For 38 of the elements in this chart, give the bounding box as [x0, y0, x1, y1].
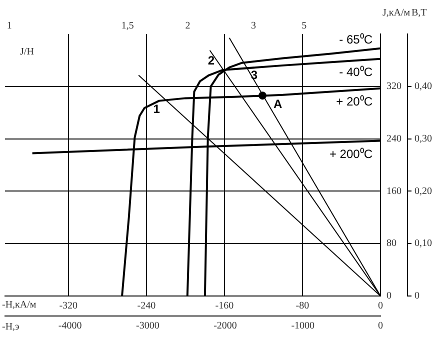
annotation: 2: [208, 53, 215, 68]
y-tick-label: 80: [386, 238, 396, 250]
y-axis-title: J,кА/м: [382, 8, 411, 19]
x2-tick-label: 0: [378, 320, 383, 332]
annotation: 3: [250, 68, 258, 82]
x2-tick-label: -3000: [136, 320, 160, 332]
text: 1,5: [121, 20, 134, 32]
annotation: 1: [153, 102, 160, 116]
x2-tick-label: -1000: [291, 320, 315, 332]
series-label: + 20⁰C: [336, 94, 373, 109]
x-tick-label: -320: [59, 300, 78, 312]
y-tick-label: 240: [386, 133, 402, 144]
x-tick-label: 0: [378, 300, 383, 312]
text: 1: [6, 20, 12, 32]
series-label: + 200⁰C: [329, 147, 373, 162]
annotation: A: [273, 96, 282, 111]
series-label: - 40⁰C: [339, 65, 373, 80]
x-tick-label: -80: [296, 300, 310, 312]
x2-tick-label: -4000: [58, 320, 82, 332]
text: 3: [250, 20, 256, 32]
y2-tick-label: 0,10: [414, 238, 432, 250]
y-tick-label: 320: [386, 81, 402, 92]
y-tick-label: 160: [386, 186, 402, 197]
y2-tick-label: 0: [414, 290, 420, 302]
x2-tick-label: -2000: [214, 320, 237, 332]
x2-axis-title: -Н,э: [2, 322, 20, 333]
series-label: - 65⁰C: [339, 32, 373, 47]
text: 5: [302, 20, 307, 32]
text: 2: [185, 20, 190, 32]
y2-tick-label: 0,30: [414, 133, 432, 144]
y-tick-label: 0: [386, 290, 392, 302]
x-tick-label: -240: [137, 300, 156, 312]
y2-tick-label: 0,20: [414, 186, 432, 197]
annotation: J/Н: [20, 46, 34, 58]
x-axis-title: -Н,кА/м: [2, 300, 37, 311]
x-tick-label: -160: [215, 300, 234, 312]
y2-axis-title: В,Т: [412, 8, 427, 19]
y2-tick-label: 0,40: [414, 81, 432, 92]
